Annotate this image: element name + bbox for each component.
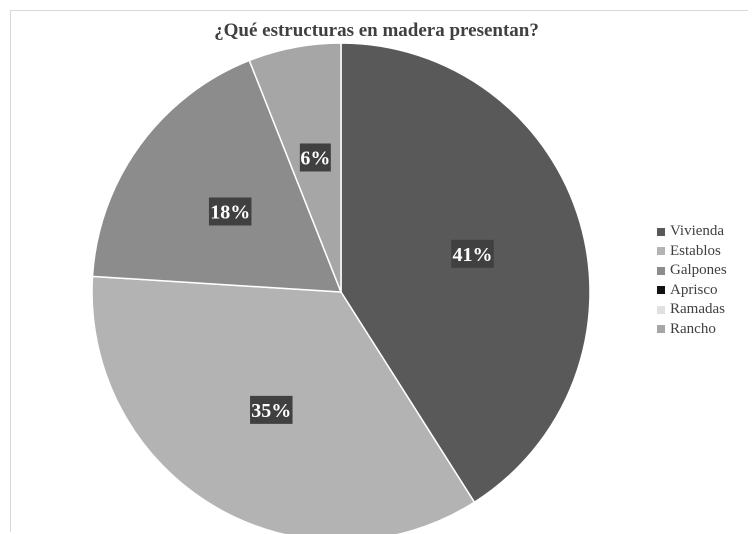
legend-item-ramadas: Ramadas [657, 300, 727, 320]
pie-slice-galpones [91, 59, 343, 293]
legend-swatch [657, 247, 665, 256]
legend-swatch [657, 286, 665, 295]
legend-label: Ramadas [670, 301, 725, 318]
legend-item-aprisco: Aprisco [657, 281, 727, 301]
legend-label: Aprisco [670, 281, 718, 298]
legend-label: Galpones [670, 262, 727, 279]
data-label-box [299, 143, 331, 172]
data-label-galpones: 18% [210, 202, 250, 224]
legend-label: Vivienda [670, 223, 725, 240]
legend-label: Rancho [670, 320, 716, 337]
legend-item-rancho: Rancho [657, 320, 727, 340]
legend-item-establos: Establos [657, 242, 727, 262]
data-label-box [250, 395, 293, 424]
data-label-vivienda: 41% [453, 244, 493, 266]
legend-label: Establos [670, 242, 721, 259]
data-label-box [451, 239, 494, 268]
legend-swatch [657, 325, 665, 334]
legend-item-vivienda: Vivienda [657, 222, 727, 242]
legend-swatch [657, 266, 665, 275]
legend: Vivienda Establos Galpones Aprisco Ramadas Ra… [657, 222, 727, 339]
chart-title: ¿Qué estructuras en madera presentan? [214, 20, 539, 41]
data-label-box [208, 197, 252, 226]
data-label-rancho: 6% [300, 147, 330, 169]
data-label-establos: 35% [251, 400, 291, 422]
legend-swatch [657, 305, 665, 314]
legend-swatch [657, 227, 665, 236]
pie-slice-vivienda [340, 42, 591, 504]
pie-slice-rancho [248, 42, 342, 293]
legend-item-galpones: Galpones [657, 261, 727, 281]
